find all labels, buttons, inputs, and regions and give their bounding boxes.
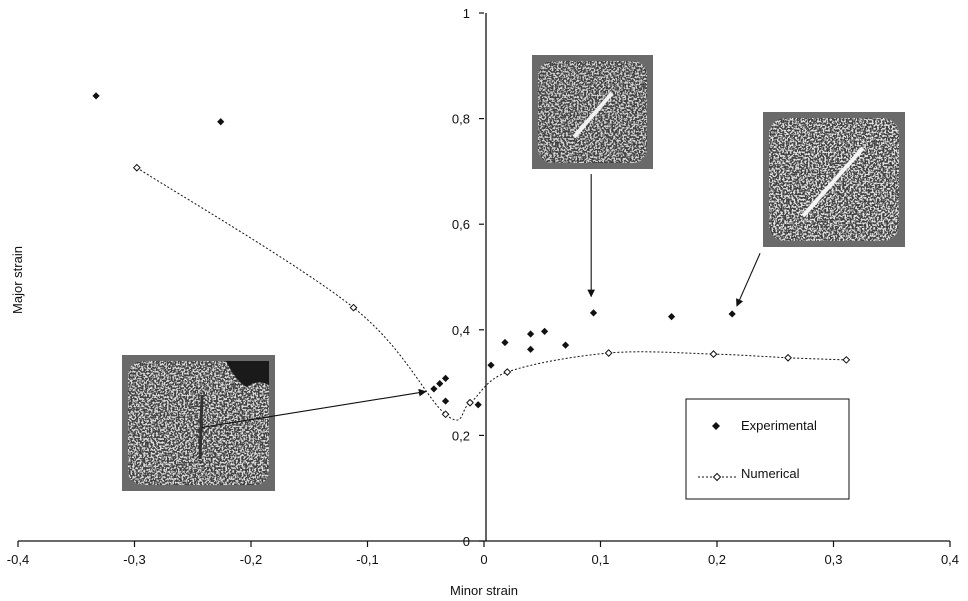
legend-label-numerical: Numerical bbox=[741, 466, 800, 481]
numerical-point bbox=[503, 368, 512, 376]
experimental-point bbox=[441, 397, 450, 405]
experimental-point bbox=[441, 374, 450, 382]
experimental-point bbox=[430, 385, 438, 393]
experimental-point bbox=[474, 401, 482, 409]
legend: Experimental Numerical bbox=[685, 398, 850, 500]
numerical-point bbox=[132, 163, 141, 172]
y-tick-label: 0,2 bbox=[452, 428, 470, 443]
crack-line bbox=[198, 394, 204, 460]
annotation-arrow bbox=[201, 388, 427, 429]
experimental-point bbox=[501, 338, 509, 347]
x-tick-label: -0,3 bbox=[123, 552, 145, 567]
numerical-curve bbox=[136, 167, 847, 421]
experimental-point bbox=[589, 309, 598, 317]
experimental-point bbox=[436, 380, 444, 388]
x-tick-label: -0,4 bbox=[7, 552, 29, 567]
crack-line bbox=[572, 91, 614, 139]
x-tick-label: 0,3 bbox=[824, 552, 842, 567]
series-numerical bbox=[132, 163, 851, 421]
x-axis-title: Minor strain bbox=[450, 583, 518, 598]
x-tick-label: 0,1 bbox=[591, 552, 609, 567]
legend-marker-numerical bbox=[712, 472, 722, 482]
numerical-point bbox=[709, 350, 718, 358]
y-tick-label: 1 bbox=[463, 6, 470, 21]
annotation-arrow bbox=[736, 253, 761, 307]
legend-label-experimental: Experimental bbox=[741, 418, 817, 433]
experimental-point bbox=[487, 361, 495, 369]
legend-box bbox=[685, 398, 850, 500]
numerical-point bbox=[784, 353, 792, 362]
experimental-point bbox=[527, 345, 535, 353]
legend-marker-experimental bbox=[712, 422, 720, 430]
y-axis-ticks: 0 0,2 0,4 0,6 0,8 1 bbox=[452, 6, 484, 549]
y-tick-label: 0,6 bbox=[452, 217, 470, 232]
annotation-arrows bbox=[201, 174, 761, 429]
experimental-point bbox=[561, 341, 570, 349]
numerical-point bbox=[842, 355, 851, 364]
specimen-photo-right bbox=[763, 112, 905, 247]
numerical-point bbox=[349, 303, 358, 312]
x-tick-label: -0,1 bbox=[356, 552, 378, 567]
x-tick-label: 0,4 bbox=[941, 552, 959, 567]
specimen-photo-top bbox=[532, 55, 653, 169]
specimen-photo-left bbox=[122, 355, 275, 491]
numerical-point bbox=[604, 349, 613, 357]
y-tick-label: 0,8 bbox=[452, 112, 470, 127]
series-experimental bbox=[92, 92, 736, 409]
x-tick-label: 0 bbox=[480, 552, 487, 567]
experimental-point bbox=[540, 327, 549, 335]
y-tick-label: 0 bbox=[463, 534, 470, 549]
y-tick-label: 0,4 bbox=[452, 323, 470, 338]
experimental-point bbox=[92, 92, 100, 100]
experimental-point bbox=[728, 310, 736, 318]
crack-line bbox=[801, 146, 865, 218]
x-tick-label: 0,2 bbox=[708, 552, 726, 567]
experimental-point bbox=[667, 313, 676, 321]
experimental-point bbox=[527, 330, 535, 338]
experimental-point bbox=[217, 118, 225, 126]
y-axis-title: Major strain bbox=[10, 246, 25, 314]
x-tick-label: -0,2 bbox=[240, 552, 262, 567]
numerical-point bbox=[441, 410, 450, 419]
x-axis-ticks: -0,4 -0,3 -0,2 -0,1 0 0,1 0,2 0,3 0,4 bbox=[7, 541, 959, 567]
numerical-point bbox=[466, 398, 474, 407]
